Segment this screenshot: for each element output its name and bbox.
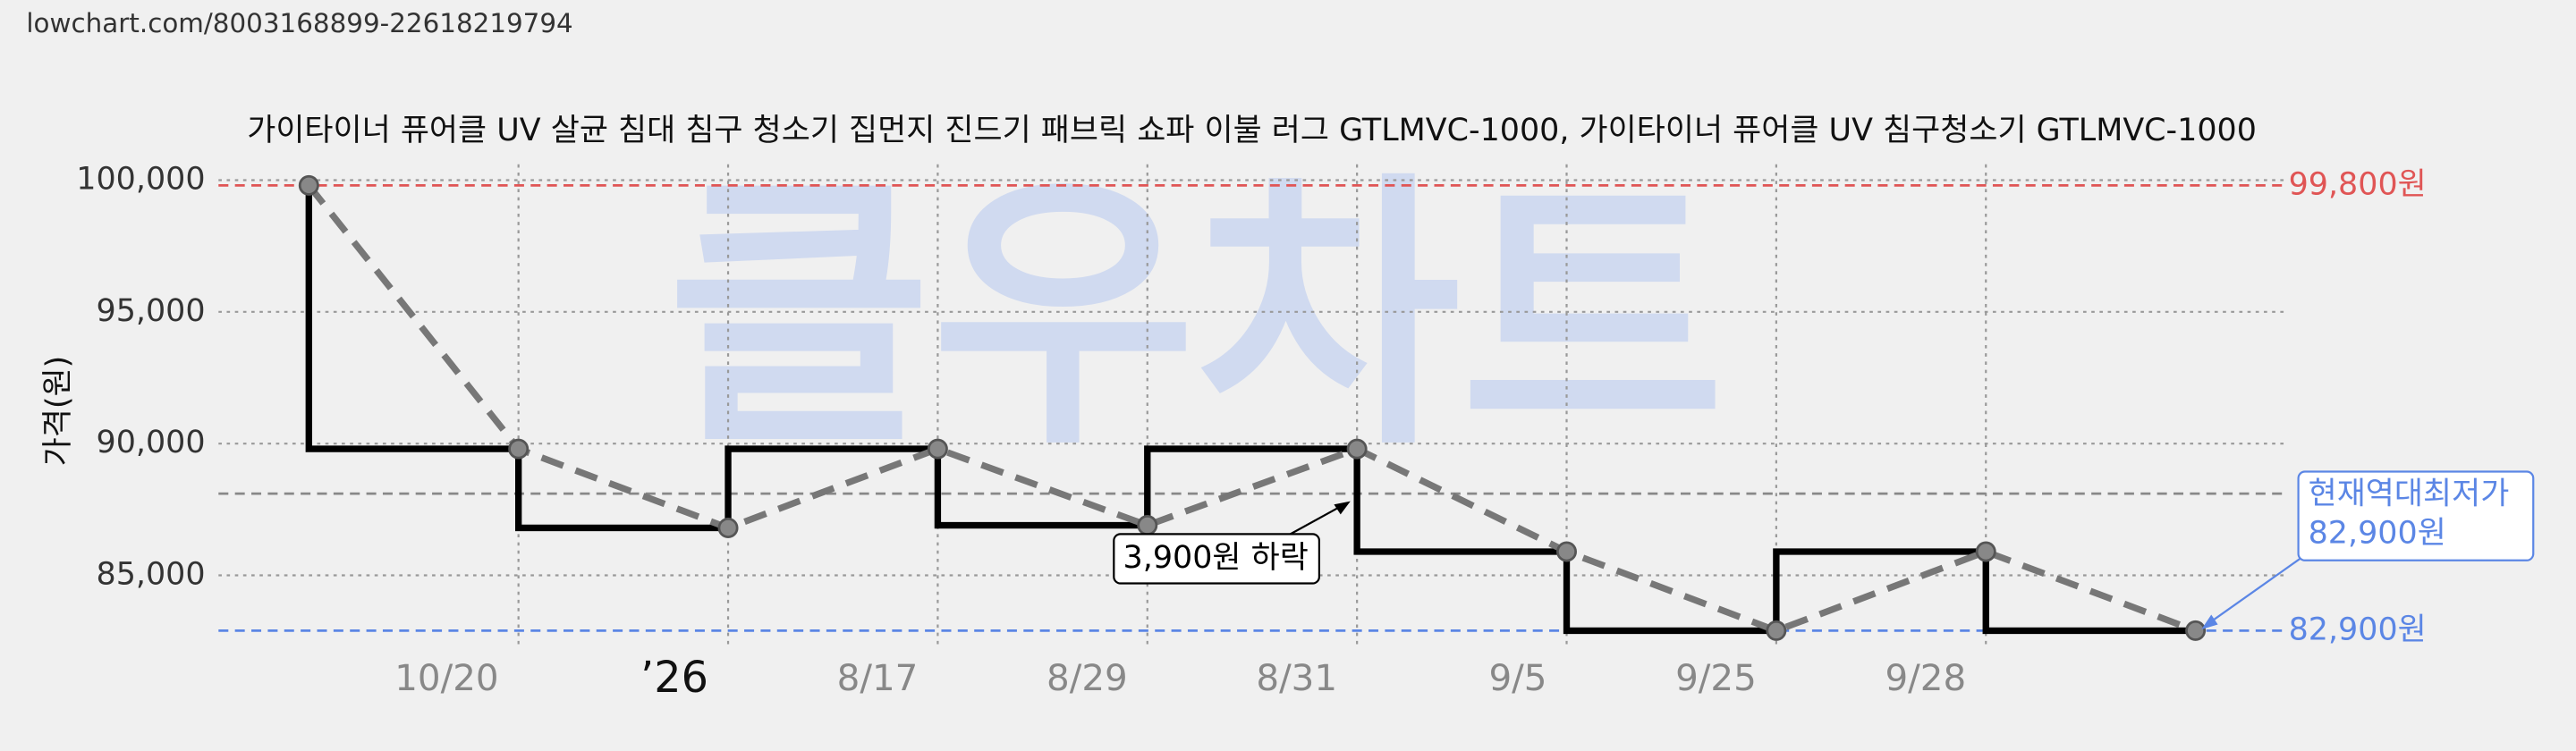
annotation-box [1113,533,1320,585]
annotation-arrow [2204,558,2301,628]
point [1556,541,1577,562]
annotation-arrowhead [1334,501,1351,515]
point [1346,438,1368,460]
point [1137,515,1158,536]
price-step-line [305,185,2196,635]
x-tick-label: 8/17 [837,656,919,699]
y-axis-label: 가격(원) [40,356,76,467]
x-tick-label: 8/29 [1046,656,1128,699]
annotation-text: 3,900원 하락 [1123,540,1309,576]
y-tick-label: 90,000 [96,425,205,460]
reference-label: 99,800원 [2289,166,2427,202]
point [508,438,530,460]
x-tick-label: 9/25 [1675,656,1757,699]
y-tick-label: 100,000 [76,161,205,197]
reference-label: 82,900원 [2289,612,2427,647]
x-tick-label: 9/28 [1885,656,1966,699]
point [717,517,739,538]
y-tick-label: 85,000 [96,557,205,593]
point [1766,620,1787,641]
annotation-text: 현재역대최저가 [2309,476,2510,511]
y-tick-label: 95,000 [96,293,205,329]
annotation-arrowhead [2201,614,2218,629]
annotation-arrow [1281,502,1348,540]
x-tick-label: 8/31 [1256,656,1337,699]
point [927,438,948,460]
x-tick-label: ’26 [640,654,708,703]
watermark: 클우차트 [667,149,1725,484]
annotation-box [2297,470,2535,561]
point [1975,541,1996,562]
annotation-text: 82,900원 [2309,515,2446,551]
point [298,174,319,196]
point [2185,620,2207,641]
x-tick-label: 9/5 [1488,656,1546,699]
x-tick-label: 10/20 [394,656,498,699]
chart-title: 가이타이너 퓨어클 UV 살균 침대 침구 청소기 집먼지 진드기 패브릭 쇼파… [247,113,2257,148]
trend-line [306,183,2197,635]
url: lowchart.com/8003168899-22618219794 [26,8,572,38]
